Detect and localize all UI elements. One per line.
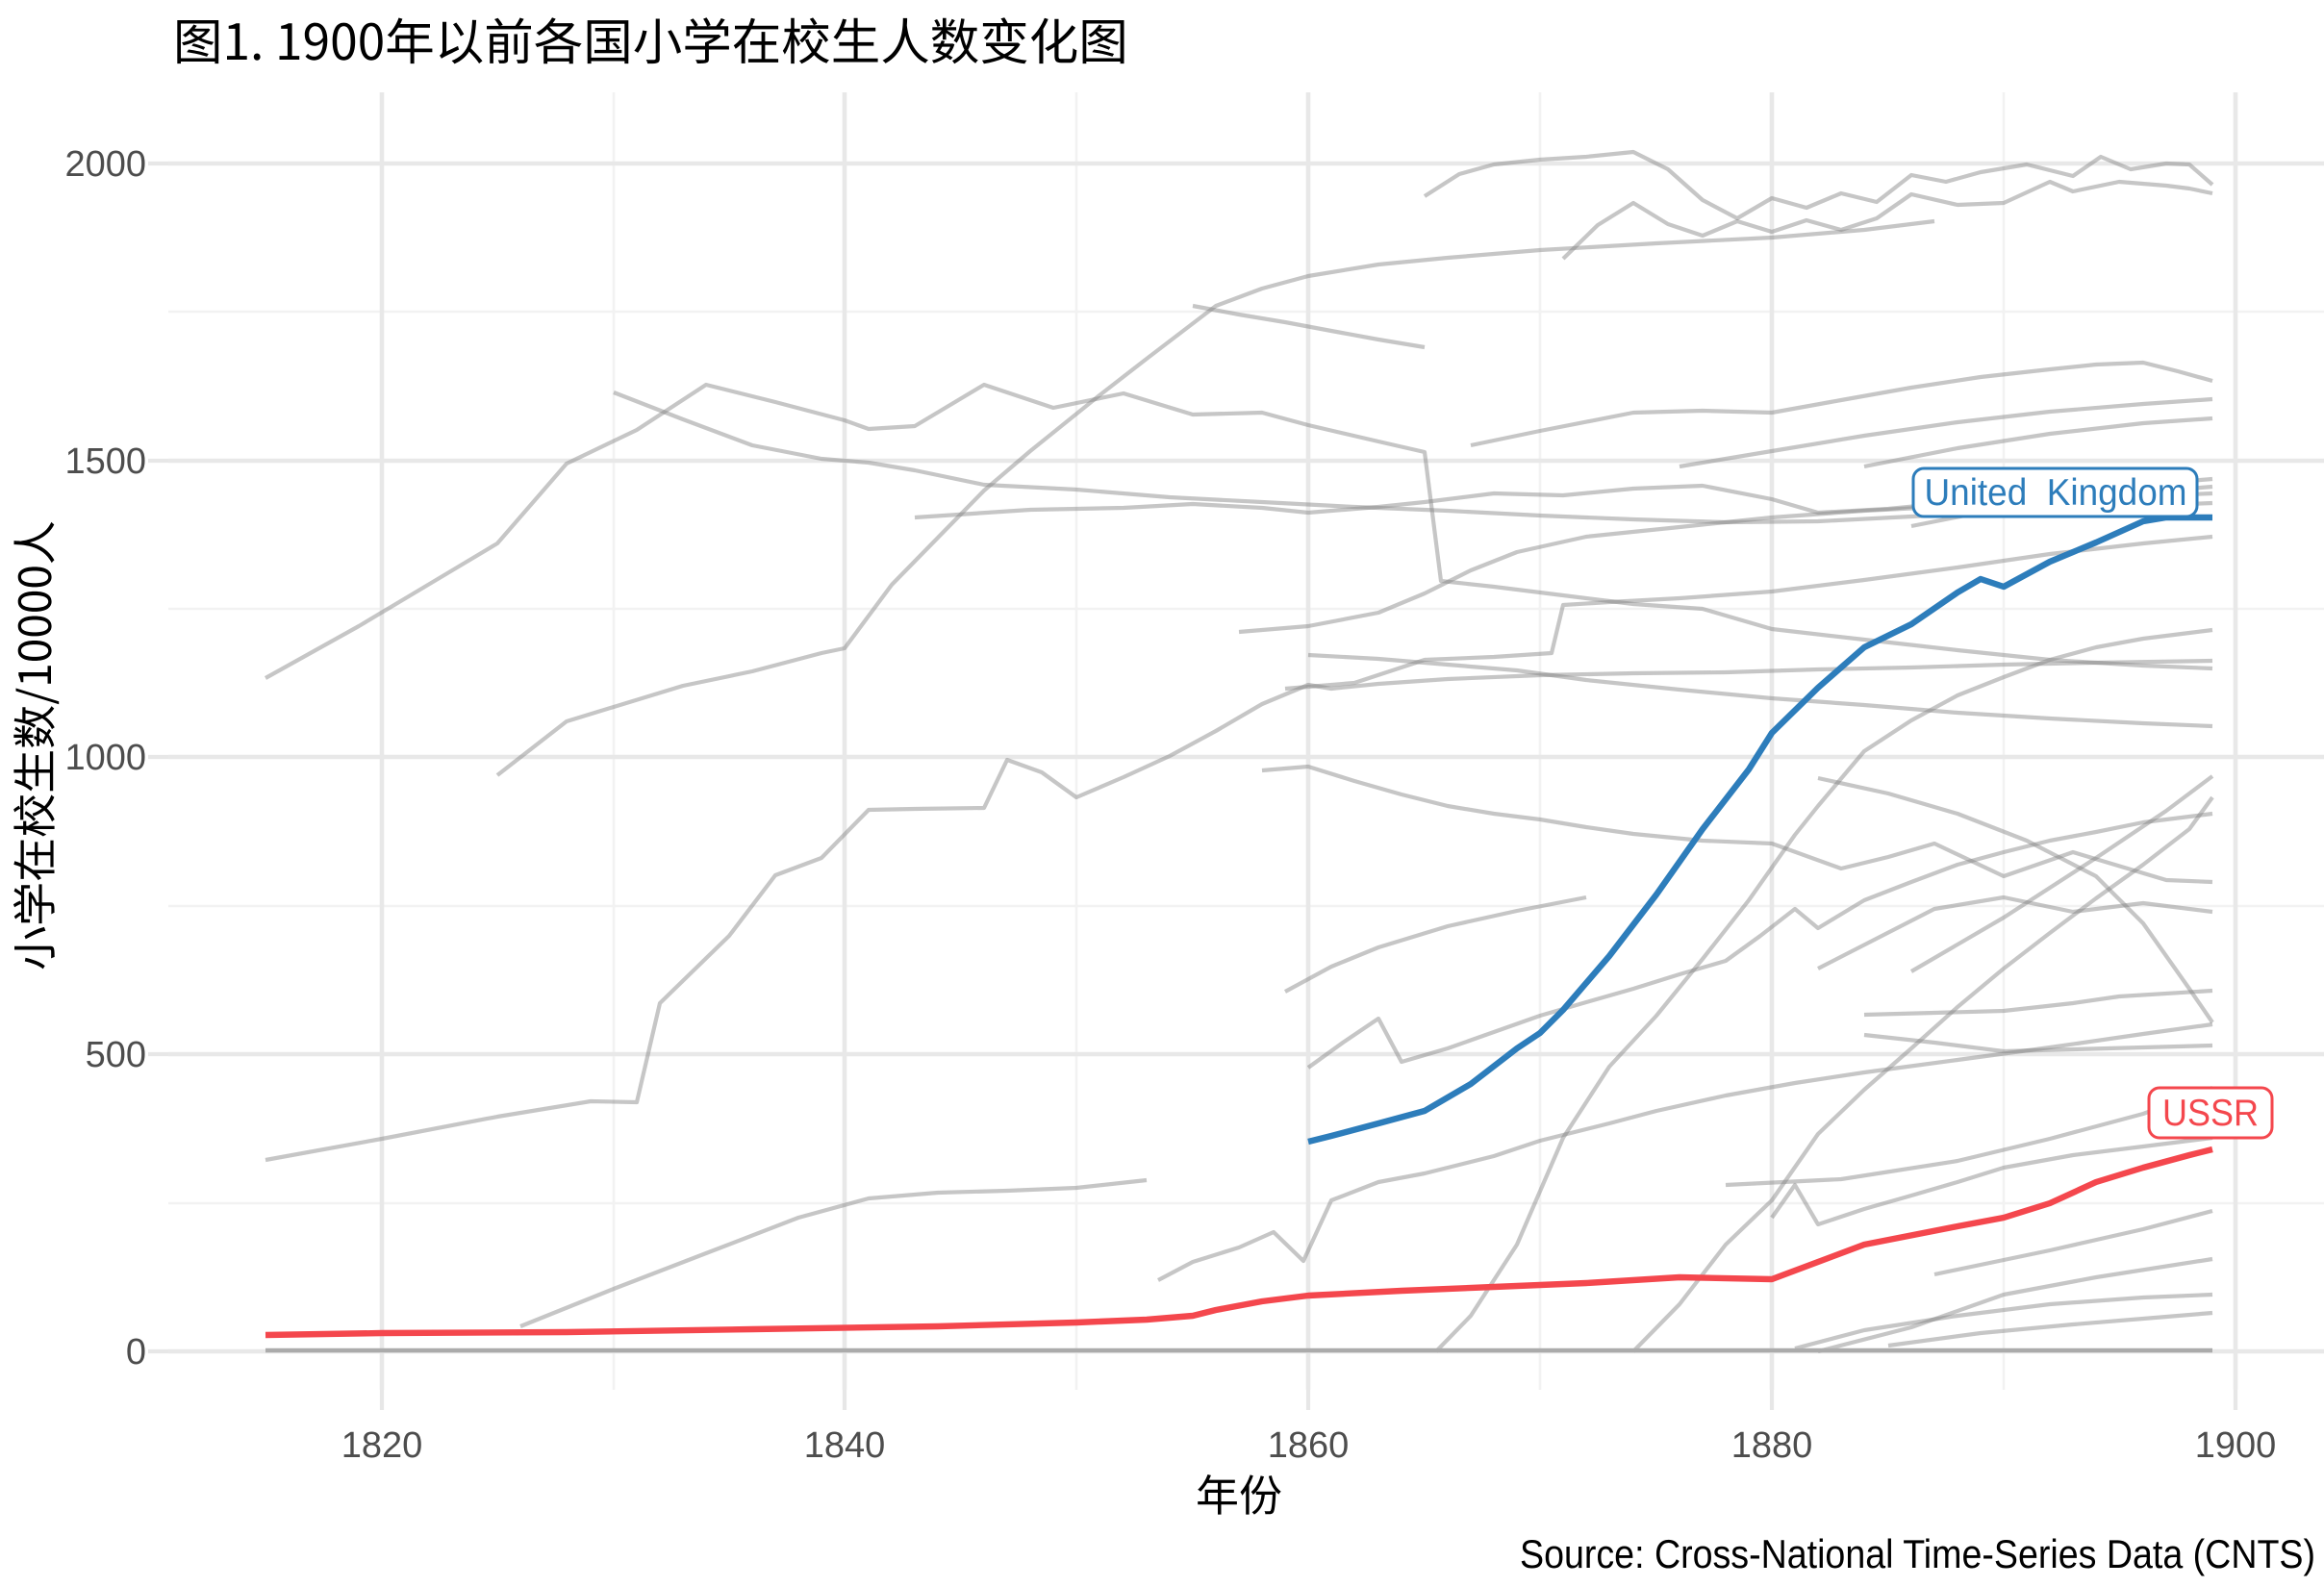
svg-text:1880: 1880 <box>1731 1425 1813 1466</box>
svg-text:2000: 2000 <box>64 144 146 185</box>
svg-text:1000: 1000 <box>64 738 146 778</box>
svg-text:1840: 1840 <box>804 1425 886 1466</box>
svg-text:1860: 1860 <box>1268 1425 1350 1466</box>
svg-text:1900: 1900 <box>2195 1425 2277 1466</box>
svg-text:United Kingdom: United Kingdom <box>1925 472 2187 514</box>
svg-text:500: 500 <box>86 1035 146 1075</box>
svg-text:1820: 1820 <box>341 1425 423 1466</box>
svg-text:1500: 1500 <box>64 441 146 482</box>
svg-text:USSR: USSR <box>2162 1093 2259 1134</box>
svg-text:Source: Cross-National Time-Se: Source: Cross-National Time-Series Data … <box>1520 1531 2315 1576</box>
svg-text:0: 0 <box>126 1332 146 1373</box>
